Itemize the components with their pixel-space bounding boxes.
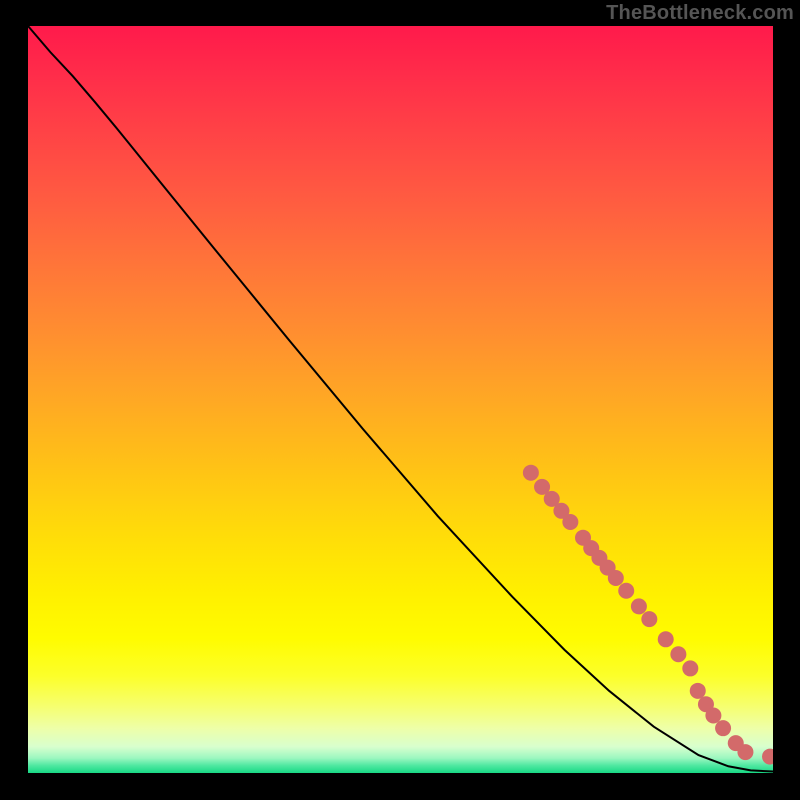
chart-background (28, 26, 773, 773)
data-marker (608, 570, 624, 586)
bottleneck-chart (28, 26, 773, 773)
data-marker (690, 683, 706, 699)
data-marker (715, 720, 731, 736)
attribution-label: TheBottleneck.com (606, 2, 794, 25)
data-marker (641, 611, 657, 627)
data-marker (631, 598, 647, 614)
data-marker (705, 707, 721, 723)
data-marker (682, 660, 698, 676)
data-marker (562, 514, 578, 530)
data-marker (658, 631, 674, 647)
data-marker (618, 583, 634, 599)
data-marker (737, 744, 753, 760)
data-marker (523, 465, 539, 481)
data-marker (670, 646, 686, 662)
chart-container: TheBottleneck.com (0, 0, 800, 800)
